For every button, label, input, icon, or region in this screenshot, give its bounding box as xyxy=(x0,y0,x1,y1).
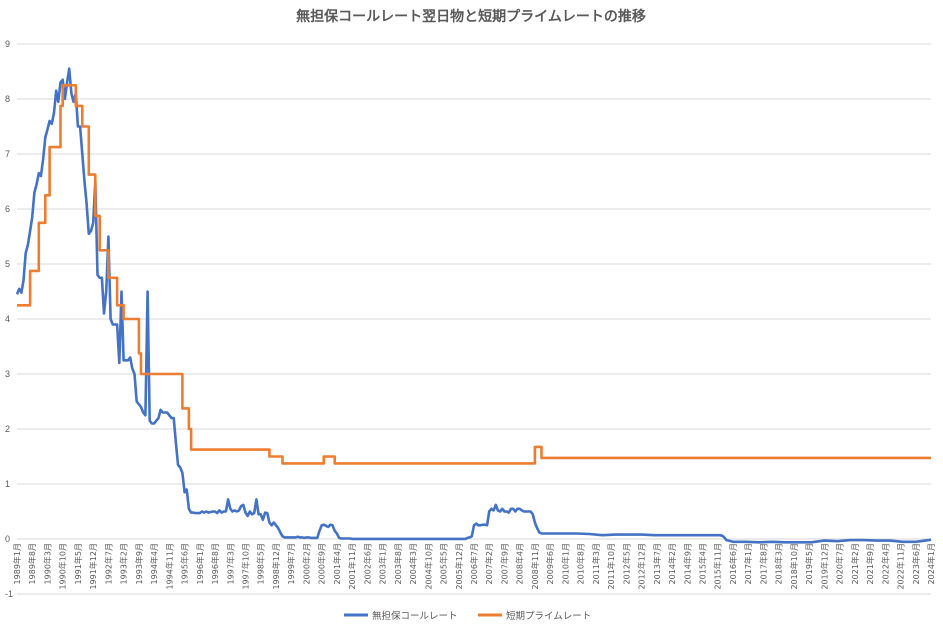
x-tick-label: 1991年5月 xyxy=(73,543,83,584)
x-tick-label: 2010年1月 xyxy=(560,543,570,584)
x-tick-label: 2020年7月 xyxy=(835,543,845,584)
x-tick-label: 1994年11月 xyxy=(164,543,174,590)
x-tick-label: 1993年9月 xyxy=(134,543,144,584)
y-tick-label: 4 xyxy=(5,314,10,324)
series-lines xyxy=(15,67,932,544)
x-tick-label: 2016年6月 xyxy=(728,543,738,584)
x-tick-label: 1996年1月 xyxy=(195,543,205,584)
x-tick-label: 2023年6月 xyxy=(911,543,921,584)
x-tick-label: 2014年2月 xyxy=(667,543,677,584)
legend-label-call-rate: 無担保コールレート xyxy=(372,610,458,622)
x-tick-label: 2015年4月 xyxy=(698,543,708,584)
x-tick-label: 2011年10月 xyxy=(606,543,616,590)
series-line-prime-rate xyxy=(17,84,931,465)
x-tick-label: 2000年2月 xyxy=(301,543,311,584)
x-tick-label: 2011年3月 xyxy=(591,543,601,584)
y-axis-ticks: -1 0 1 2 3 4 5 6 7 8 9 xyxy=(5,39,13,599)
x-tick-label: 2017年1月 xyxy=(743,543,753,584)
x-tick-label: 2005年12月 xyxy=(454,543,464,590)
y-tick-label: 2 xyxy=(5,424,10,434)
x-tick-label: 1989年8月 xyxy=(27,543,37,584)
y-tick-label: 9 xyxy=(5,39,10,49)
x-tick-label: 1997年10月 xyxy=(241,543,251,590)
x-tick-label: 2003年1月 xyxy=(378,543,388,584)
x-tick-label: 2012年12月 xyxy=(637,543,647,590)
y-tick-label: -1 xyxy=(5,589,13,599)
x-tick-label: 2005年5月 xyxy=(439,543,449,584)
x-tick-label: 1995年6月 xyxy=(180,543,190,584)
x-tick-label: 2017年8月 xyxy=(758,543,768,584)
x-tick-label: 1997年3月 xyxy=(225,543,235,584)
y-tick-label: 1 xyxy=(5,479,10,489)
x-tick-label: 1996年8月 xyxy=(210,543,220,584)
x-tick-label: 2004年3月 xyxy=(408,543,418,584)
x-tick-label: 2021年2月 xyxy=(850,543,860,584)
legend-label-prime-rate: 短期プライムレート xyxy=(506,610,591,622)
x-tick-label: 2000年9月 xyxy=(317,543,327,584)
x-tick-label: 1998年5月 xyxy=(256,543,266,584)
x-tick-label: 2002年6月 xyxy=(362,543,372,584)
x-tick-label: 2024年1月 xyxy=(926,543,936,584)
x-tick-label: 2019年12月 xyxy=(819,543,829,590)
x-tick-label: 1990年3月 xyxy=(42,543,52,584)
x-tick-label: 1993年2月 xyxy=(119,543,129,584)
y-tick-label: 0 xyxy=(5,534,10,544)
x-tick-label: 2009年6月 xyxy=(545,543,555,584)
x-tick-label: 2006年7月 xyxy=(469,543,479,584)
x-tick-label: 2012年5月 xyxy=(621,543,631,584)
x-tick-label: 2008年4月 xyxy=(515,543,525,584)
x-tick-label: 2022年11月 xyxy=(896,543,906,590)
x-tick-label: 1989年1月 xyxy=(12,543,22,584)
x-tick-label: 2001年4月 xyxy=(332,543,342,584)
x-tick-label: 1991年12月 xyxy=(88,543,98,590)
x-tick-label: 1994年4月 xyxy=(149,543,159,584)
x-axis-ticks: 1989年1月 1989年8月 1990年3月 1990年10月 1991年5月 1991… xyxy=(12,543,936,590)
x-tick-label: 1998年12月 xyxy=(271,543,281,590)
x-tick-label: 2014年9月 xyxy=(682,543,692,584)
chart-title: 無担保コールレート翌日物と短期プライムレートの推移 xyxy=(296,8,646,25)
x-tick-label: 2015年11月 xyxy=(713,543,723,590)
x-tick-label: 2018年3月 xyxy=(774,543,784,584)
x-tick-label: 2022年4月 xyxy=(880,543,890,584)
x-tick-label: 2004年10月 xyxy=(423,543,433,590)
y-tick-label: 7 xyxy=(5,149,10,159)
x-tick-label: 2001年11月 xyxy=(347,543,357,590)
x-tick-label: 2019年5月 xyxy=(804,543,814,584)
x-tick-label: 2018年10月 xyxy=(789,543,799,590)
gridlines xyxy=(17,43,931,595)
x-tick-label: 2003年8月 xyxy=(393,543,403,584)
legend: 無担保コールレート 短期プライムレート xyxy=(344,610,591,622)
y-tick-label: 3 xyxy=(5,369,10,379)
x-tick-label: 2007年2月 xyxy=(484,543,494,584)
y-tick-label: 6 xyxy=(5,204,10,214)
y-tick-label: 8 xyxy=(5,94,10,104)
x-tick-label: 2010年8月 xyxy=(576,543,586,584)
x-tick-label: 1999年7月 xyxy=(286,543,296,584)
series-line-call-rate xyxy=(15,67,932,544)
x-tick-label: 1992年7月 xyxy=(103,543,113,584)
x-tick-label: 2007年9月 xyxy=(499,543,509,584)
x-tick-label: 1990年10月 xyxy=(58,543,68,590)
x-tick-label: 2013年7月 xyxy=(652,543,662,584)
x-tick-label: 2021年9月 xyxy=(865,543,875,584)
x-tick-label: 2008年11月 xyxy=(530,543,540,590)
y-tick-label: 5 xyxy=(5,259,10,269)
